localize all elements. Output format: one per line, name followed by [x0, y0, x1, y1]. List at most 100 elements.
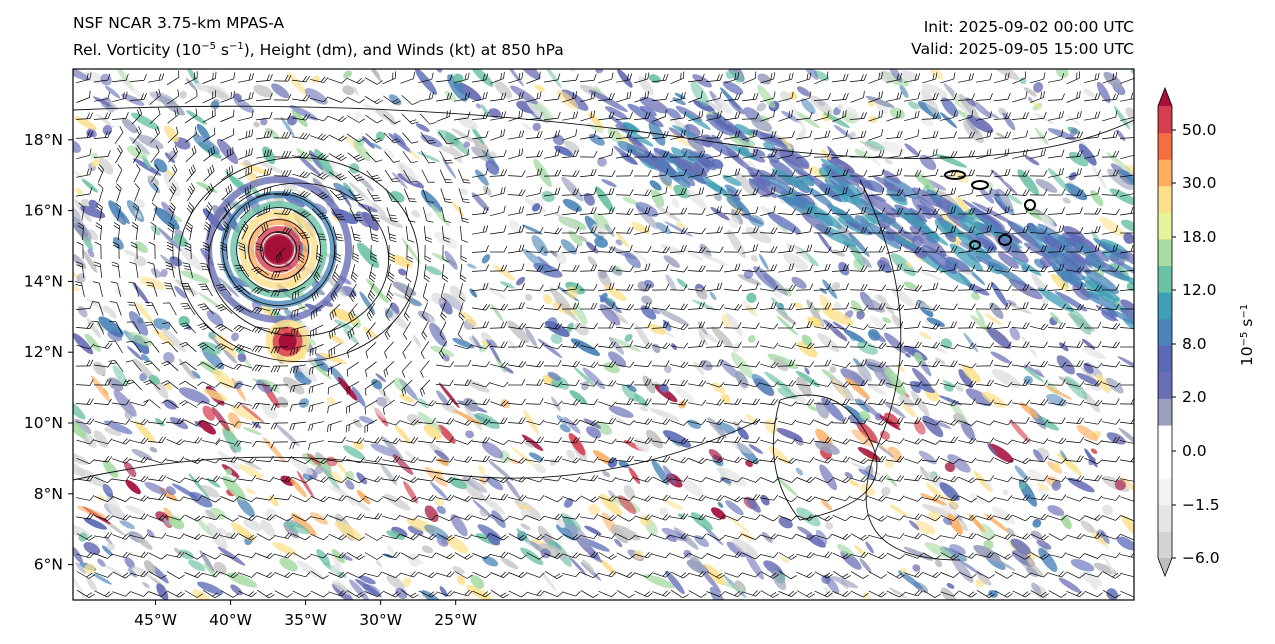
- jet-cell: [615, 123, 629, 133]
- wind-barb: [1120, 186, 1134, 197]
- wind-barb: [957, 93, 975, 101]
- wind-barb: [382, 71, 397, 85]
- vorticity-cell: [222, 427, 242, 453]
- vorticity-cell: [456, 575, 465, 585]
- vorticity-cell: [130, 112, 160, 130]
- wind-barb: [402, 151, 418, 164]
- wind-barb: [241, 221, 249, 240]
- colorbar-tick-label: 8.0: [1182, 335, 1207, 353]
- vorticity-cell: [486, 532, 501, 546]
- vorticity-cell: [481, 283, 507, 300]
- vorticity-cell: [451, 200, 465, 218]
- vorticity-cell: [444, 90, 457, 102]
- jet-cell: [1061, 252, 1092, 274]
- vorticity-cell: [92, 573, 113, 585]
- wind-barb: [1084, 130, 1101, 140]
- jet-cell: [908, 209, 926, 225]
- vorticity-cell: [112, 365, 129, 387]
- wind-barb: [383, 114, 401, 124]
- colorbar-segment: [1158, 531, 1172, 559]
- vorticity-cell: [86, 577, 98, 592]
- wind-barb: [832, 186, 848, 197]
- vorticity-cell: [676, 278, 688, 289]
- wind-barb: [562, 226, 580, 234]
- jet-cell: [916, 195, 938, 214]
- vorticity-cell: [1059, 342, 1069, 352]
- vorticity-cell: [101, 545, 113, 556]
- vorticity-cell: [840, 368, 866, 386]
- vorticity-cell: [881, 486, 891, 496]
- vorticity-cell: [405, 450, 415, 460]
- vorticity-cell: [520, 507, 530, 518]
- vorticity-cell: [913, 521, 936, 535]
- wind-barb: [1083, 207, 1102, 215]
- vorticity-cell: [598, 270, 608, 279]
- wind-barb: [1120, 92, 1134, 102]
- vorticity-cell: [541, 191, 555, 202]
- vorticity-cell: [461, 477, 485, 502]
- vorticity-cell: [568, 432, 586, 456]
- vorticity-cell: [203, 563, 217, 579]
- wind-barb: [257, 221, 269, 239]
- vorticity-cell: [460, 187, 469, 195]
- wind-barb: [778, 110, 793, 122]
- jet-cell: [1037, 287, 1074, 312]
- vorticity-cell: [776, 315, 799, 336]
- wind-barb: [1120, 110, 1134, 121]
- wind-barb: [490, 205, 506, 217]
- vorticity-cell: [674, 92, 686, 100]
- wind-barb: [401, 113, 419, 125]
- vorticity-cell: [133, 255, 147, 267]
- vorticity-cell: [674, 387, 695, 403]
- vorticity-cell: [343, 70, 352, 79]
- wind-barb: [562, 129, 578, 141]
- wind-barb: [867, 226, 886, 234]
- vorticity-cell: [327, 334, 345, 345]
- wind-barb: [292, 75, 310, 83]
- wind-barb: [113, 222, 121, 240]
- vorticity-cell: [198, 341, 221, 355]
- jet-cell: [1120, 274, 1134, 292]
- wind-barb: [921, 208, 940, 215]
- vorticity-cell: [178, 358, 196, 380]
- vorticity-cell: [532, 100, 554, 121]
- vorticity-cell: [713, 192, 722, 202]
- wind-barb: [724, 130, 741, 140]
- wind-barb: [1101, 93, 1119, 101]
- vorticity-cell: [150, 268, 162, 278]
- vorticity-cell: [470, 575, 485, 589]
- wind-barb: [148, 73, 165, 83]
- wind-barb: [922, 168, 939, 178]
- wind-barb: [365, 151, 383, 163]
- vorticity-cell: [655, 222, 672, 235]
- jet-cell: [639, 105, 657, 117]
- vorticity-cell: [474, 412, 500, 429]
- wind-barb: [796, 130, 813, 140]
- vorticity-cell: [586, 426, 602, 439]
- vorticity-cell: [947, 454, 971, 473]
- wind-barb: [185, 221, 193, 240]
- vorticity-cell: [471, 126, 485, 145]
- wind-barb: [508, 72, 524, 84]
- vorticity-cell: [825, 521, 834, 530]
- vorticity-cell: [683, 549, 692, 558]
- vorticity-cell: [563, 416, 581, 434]
- vorticity-cell: [481, 441, 504, 459]
- colorbar-segment: [1158, 238, 1172, 267]
- vorticity-cell: [395, 587, 408, 600]
- jet-cell: [1096, 289, 1117, 304]
- vorticity-cell: [418, 594, 427, 600]
- vorticity-cell: [672, 97, 686, 106]
- vorticity-cell: [488, 108, 501, 118]
- wind-barb: [814, 130, 831, 140]
- vorticity-cell: [914, 268, 943, 281]
- jet-cell: [994, 235, 1029, 263]
- vorticity-cell: [902, 403, 917, 418]
- vorticity-cell: [604, 284, 627, 302]
- vorticity-cell: [185, 78, 197, 91]
- vorticity-cell: [121, 93, 145, 106]
- vorticity-cell: [327, 396, 336, 405]
- vorticity-cell: [180, 247, 204, 272]
- vorticity-cell: [134, 420, 156, 444]
- wind-barb: [526, 111, 543, 121]
